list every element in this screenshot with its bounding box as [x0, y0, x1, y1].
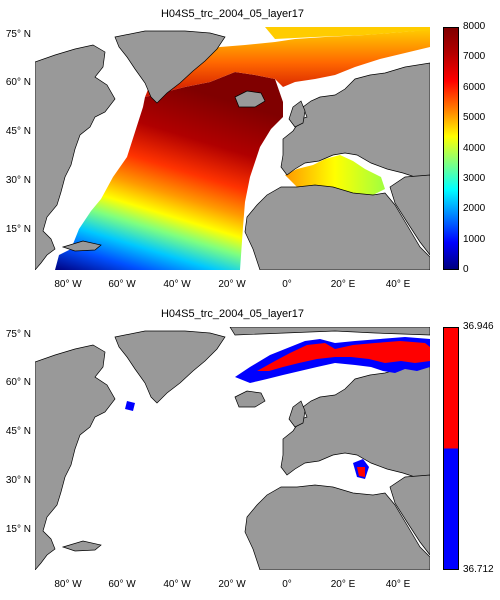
bottom-y-tick-15: 15° N — [5, 524, 31, 535]
top-y-tick-60: 60° N — [5, 77, 31, 88]
top-x-tick-40w: 40° W — [163, 279, 191, 290]
top-cbar-tick-6000: 6000 — [463, 82, 486, 93]
bottom-cells-high-north — [257, 341, 430, 371]
top-land — [35, 30, 430, 270]
top-y-tick-45: 45° N — [5, 126, 31, 137]
top-arctic-field — [265, 27, 430, 39]
bottom-map-svg — [35, 327, 430, 570]
top-land-arabia — [389, 174, 430, 256]
top-cbar-tick-0: 0 — [463, 264, 469, 275]
bottom-land-arctic-rim — [229, 327, 430, 336]
bottom-x-tick-20e: 20° E — [330, 579, 356, 590]
top-map-area — [35, 27, 430, 270]
bottom-land-iceland — [234, 390, 266, 408]
top-x-tick-20e: 20° E — [330, 279, 356, 290]
bottom-cells-high-aegean — [357, 467, 365, 477]
bottom-y-tick-45: 45° N — [5, 426, 31, 437]
top-x-tick-0: 0° — [282, 279, 292, 290]
top-map-svg — [35, 27, 430, 270]
bottom-colorbar-ticks: 36.946 36.712 — [463, 322, 500, 575]
bottom-land — [35, 327, 430, 570]
bottom-land-caribbean — [61, 540, 102, 552]
bottom-y-tick-60: 60° N — [5, 377, 31, 388]
top-colorbar-ticks: 8000 7000 6000 5000 4000 3000 2000 1000 … — [463, 22, 500, 275]
bottom-map-panel: H04S5_trc_2004_05_layer17 — [0, 300, 500, 600]
top-map-panel: H04S5_trc_2004_05_layer17 — [5, 8, 500, 290]
top-map-title: H04S5_trc_2004_05_layer17 — [160, 8, 305, 20]
bottom-land-greenland — [114, 330, 226, 404]
bottom-land-europe — [280, 362, 430, 478]
top-y-tick-30: 30° N — [5, 175, 31, 186]
top-land-iceland — [234, 90, 266, 108]
bottom-land-arabia — [389, 474, 430, 556]
bottom-x-tick-40e: 40° E — [385, 579, 411, 590]
top-y-tick-15: 15° N — [5, 224, 31, 235]
top-land-greenland — [114, 30, 226, 104]
top-x-tick-40e: 40° E — [385, 279, 411, 290]
top-land-caribbean — [61, 240, 102, 252]
top-land-africa — [244, 184, 430, 270]
top-x-tick-80w: 80° W — [54, 279, 82, 290]
top-north-atlantic-field — [145, 29, 430, 97]
bottom-map-title: H04S5_trc_2004_05_layer17 — [160, 308, 305, 320]
bottom-colorbar — [443, 327, 459, 570]
top-cbar-tick-2000: 2000 — [463, 203, 486, 214]
top-med-field — [285, 155, 385, 195]
bottom-x-tick-80w: 80° W — [54, 579, 82, 590]
top-colorbar — [443, 27, 459, 270]
top-land-europe — [280, 62, 430, 178]
bottom-y-tick-30: 30° N — [5, 475, 31, 486]
top-cbar-tick-5000: 5000 — [463, 112, 486, 123]
bottom-barents-cells — [125, 337, 430, 479]
top-x-tick-60w: 60° W — [108, 279, 136, 290]
bottom-x-tick-0: 0° — [282, 579, 292, 590]
bottom-map-area — [35, 327, 430, 570]
top-cbar-tick-3000: 3000 — [463, 173, 486, 184]
bottom-x-tick-40w: 40° W — [163, 579, 191, 590]
top-ocean-field — [55, 72, 283, 270]
bottom-x-tick-20w: 20° W — [218, 579, 246, 590]
bottom-x-tick-60w: 60° W — [108, 579, 136, 590]
top-land-british-isles — [288, 100, 306, 128]
top-cbar-tick-1000: 1000 — [463, 234, 486, 245]
bottom-y-tick-75: 75° N — [5, 329, 31, 340]
top-y-tick-75: 75° N — [5, 29, 31, 40]
top-cbar-tick-4000: 4000 — [463, 143, 486, 154]
top-cbar-tick-8000: 8000 — [463, 21, 486, 32]
bottom-cbar-tick-max: 36.946 — [463, 321, 494, 332]
bottom-land-africa — [244, 484, 430, 570]
bottom-cbar-tick-min: 36.712 — [463, 564, 494, 575]
bottom-land-north-america — [35, 344, 116, 570]
bottom-cells-low-baltic — [125, 401, 135, 411]
top-land-north-america — [35, 44, 116, 270]
bottom-land-british-isles — [288, 400, 306, 428]
top-cbar-tick-7000: 7000 — [463, 51, 486, 62]
top-x-tick-20w: 20° W — [218, 279, 246, 290]
